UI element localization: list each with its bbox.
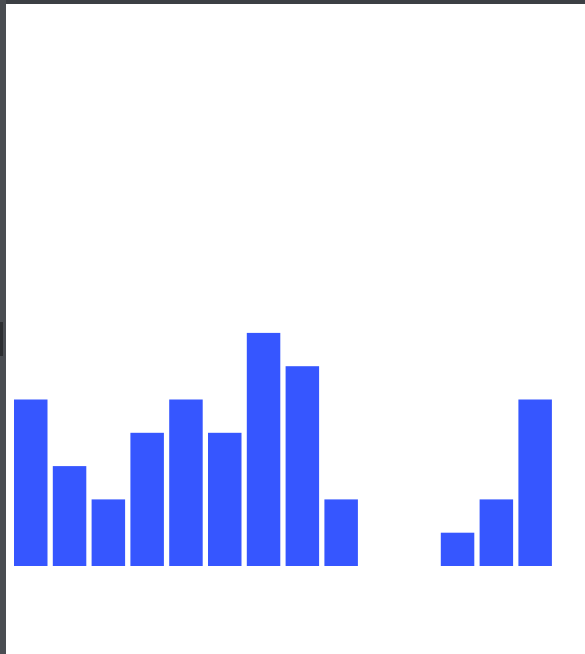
bar-6 (208, 432, 242, 566)
bar-3 (91, 499, 126, 566)
bar-5 (169, 399, 203, 566)
bar-1 (14, 399, 48, 566)
bar-9 (324, 499, 358, 566)
bar-7 (246, 332, 281, 566)
window-left-resize-handle[interactable] (0, 322, 3, 356)
bar-12 (440, 532, 475, 566)
bar-14 (518, 399, 552, 566)
bar-4 (130, 432, 164, 566)
bar-2 (52, 466, 87, 566)
bar-13 (479, 499, 514, 566)
bar-8 (285, 366, 320, 566)
window-left-border (0, 0, 6, 654)
bar-series (14, 332, 552, 566)
window-top-border (0, 0, 585, 4)
